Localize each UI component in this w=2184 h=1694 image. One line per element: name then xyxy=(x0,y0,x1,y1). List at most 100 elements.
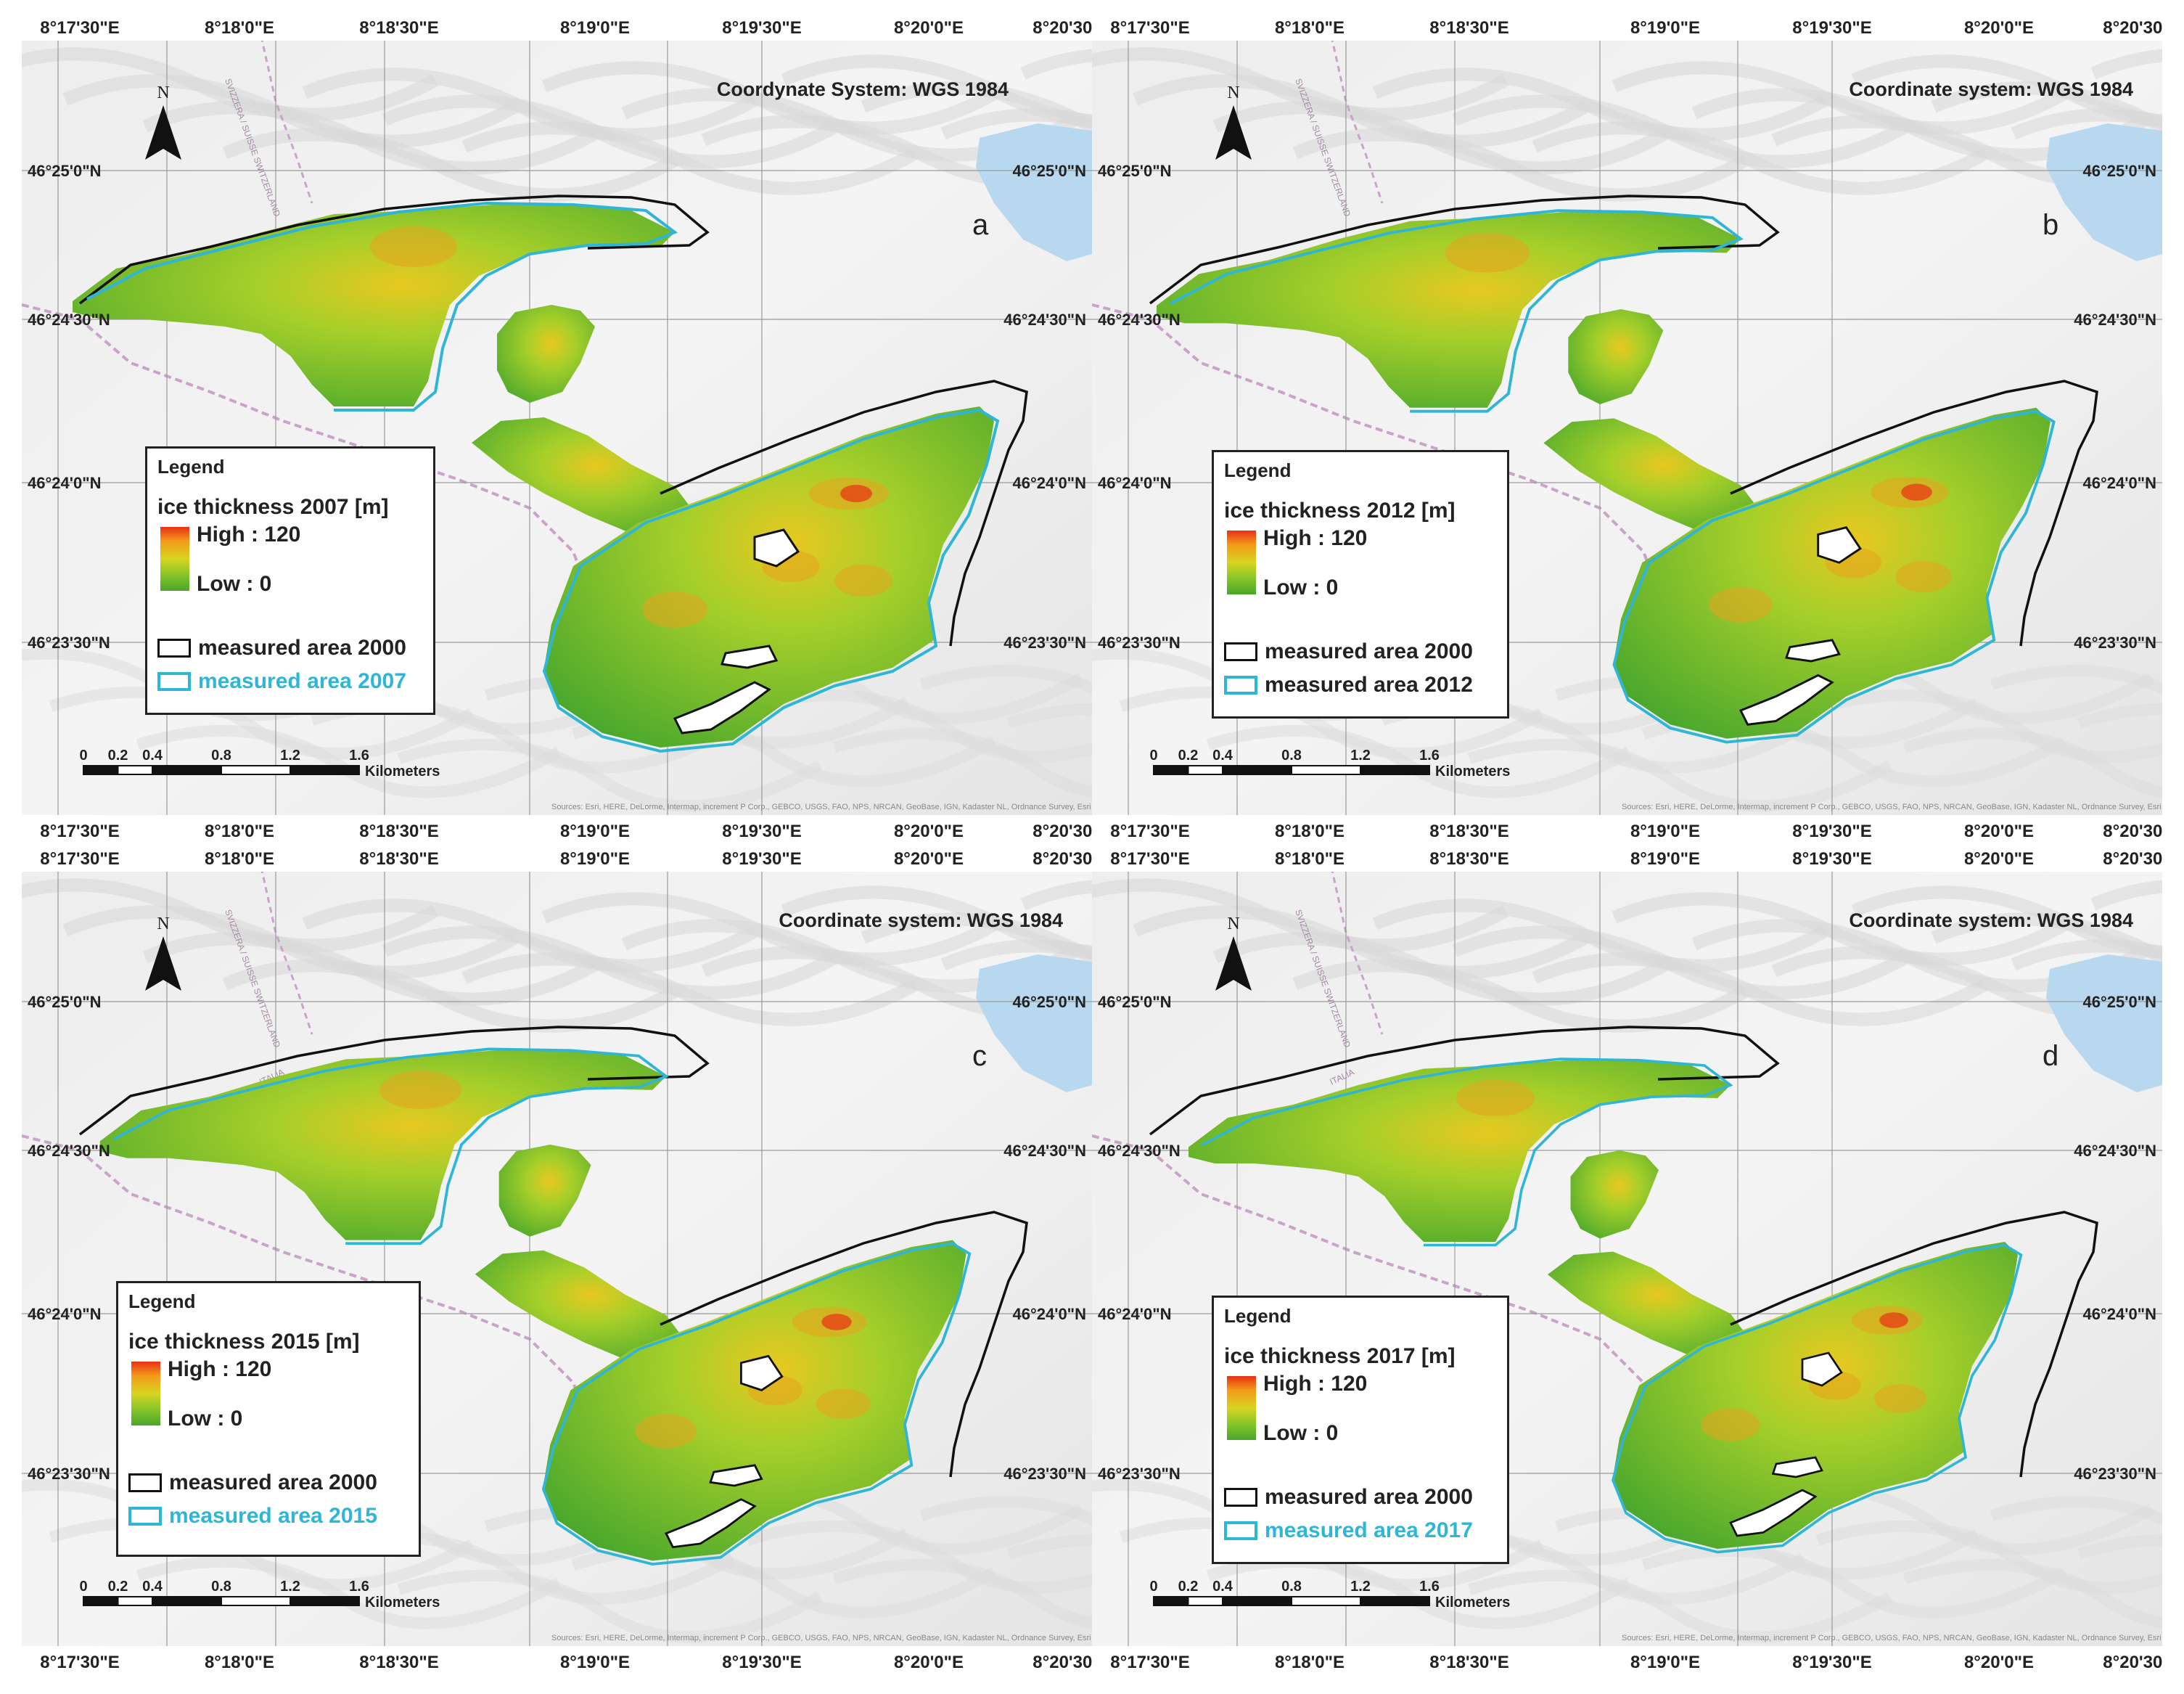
lat-tick-left: 46°24'30"N xyxy=(1098,311,1181,329)
lon-tick-top: 8°19'0"E xyxy=(560,18,630,38)
svg-text:0.2: 0.2 xyxy=(1178,748,1199,764)
lon-tick-bottom: 8°20'0"E xyxy=(1964,822,2034,841)
map-legend: Legend ice thickness 2017 [m] High : 120 Lo… xyxy=(1212,1296,1509,1564)
lon-tick-bottom: 8°20'0"E xyxy=(894,1653,964,1672)
lake xyxy=(976,123,1092,261)
lon-tick-top: 8°17'30"E xyxy=(40,18,119,38)
lon-tick-top: 8°18'0"E xyxy=(205,18,274,38)
lat-tick-left: 46°23'30"N xyxy=(28,634,110,652)
lon-tick-bottom: 8°20'30" xyxy=(2103,1653,2162,1672)
lon-tick-bottom: 8°19'0"E xyxy=(560,822,630,841)
lon-tick-top: 8°20'30" xyxy=(1033,849,1092,869)
attribution-text: Sources: Esri, HERE, DeLorme, Intermap, … xyxy=(1622,803,2162,811)
legend-ramp-title: ice thickness 2012 [m] xyxy=(1224,499,1456,523)
svg-text:0: 0 xyxy=(1149,1579,1157,1595)
lon-tick-bottom: 8°18'30"E xyxy=(1429,822,1508,841)
lon-tick-bottom: 8°19'0"E xyxy=(1630,822,1700,841)
lon-tick-bottom: 8°20'30" xyxy=(2103,822,2162,841)
lon-tick-bottom: 8°18'0"E xyxy=(1275,1653,1345,1672)
lon-tick-bottom: 8°19'30"E xyxy=(1792,1653,1871,1672)
svg-text:N: N xyxy=(157,914,169,933)
svg-text:0.4: 0.4 xyxy=(142,748,163,764)
north-arrow-icon: N xyxy=(145,914,181,991)
attribution-text: Sources: Esri, HERE, DeLorme, Intermap, … xyxy=(551,803,1092,811)
lon-tick-top: 8°19'30"E xyxy=(722,18,801,38)
lon-tick-top: 8°19'30"E xyxy=(722,849,801,869)
lat-tick-left: 46°23'30"N xyxy=(1098,1465,1181,1483)
north-arrow-icon: N xyxy=(145,83,181,160)
lat-tick-left: 46°24'0"N xyxy=(1098,474,1172,492)
svg-text:0.4: 0.4 xyxy=(1212,748,1233,764)
swatch-year xyxy=(128,1507,162,1526)
svg-text:0.2: 0.2 xyxy=(1178,1579,1199,1595)
swatch-year xyxy=(157,672,191,691)
lat-tick-right: 46°24'0"N xyxy=(1012,1305,1086,1323)
map-canvas: SVIZZERA / SUISSE SWITZERLANDITALIA8°17'… xyxy=(1092,846,2162,1677)
lon-tick-top: 8°20'0"E xyxy=(1964,18,2034,38)
svg-text:0.8: 0.8 xyxy=(211,1579,231,1595)
lon-tick-bottom: 8°19'30"E xyxy=(722,1653,801,1672)
panel-label: b xyxy=(2043,209,2059,241)
panel-label: d xyxy=(2043,1040,2059,1072)
svg-text:Kilometers: Kilometers xyxy=(1435,764,1510,780)
lon-tick-top: 8°19'0"E xyxy=(560,849,630,869)
lat-tick-left: 46°24'0"N xyxy=(1098,1305,1172,1323)
lat-tick-right: 46°25'0"N xyxy=(1012,162,1086,180)
lon-tick-top: 8°18'30"E xyxy=(359,849,438,869)
color-ramp xyxy=(131,1362,160,1425)
swatch-year xyxy=(1224,676,1257,695)
svg-text:1.2: 1.2 xyxy=(1350,1579,1371,1595)
legend-high: High : 120 xyxy=(1263,526,1368,550)
lon-tick-top: 8°20'0"E xyxy=(1964,849,2034,869)
lon-tick-top: 8°19'0"E xyxy=(1630,849,1700,869)
svg-text:1.2: 1.2 xyxy=(1350,748,1371,764)
svg-text:N: N xyxy=(157,83,169,102)
ice-thickness-raster xyxy=(99,1050,966,1561)
coordinate-system-label: Coordynate System: WGS 1984 xyxy=(716,78,1009,100)
outline-measured-year xyxy=(86,201,1000,753)
lat-tick-right: 46°23'30"N xyxy=(2074,634,2156,652)
north-arrow-icon: N xyxy=(1215,914,1252,991)
lon-tick-top: 8°20'30" xyxy=(2103,18,2162,38)
svg-text:1.6: 1.6 xyxy=(349,748,369,764)
legend-high: High : 120 xyxy=(168,1357,272,1381)
map-panel-b: SVIZZERA / SUISSE SWITZERLANDITALIA8°17'… xyxy=(1092,15,2162,846)
outline-2000 xyxy=(78,1026,710,1136)
lon-tick-top: 8°17'30"E xyxy=(1110,18,1189,38)
lon-tick-bottom: 8°17'30"E xyxy=(40,1653,119,1672)
svg-text:N: N xyxy=(1227,914,1239,933)
legend-low: Low : 0 xyxy=(197,572,272,596)
lat-tick-right: 46°24'0"N xyxy=(2082,1305,2156,1323)
lat-tick-right: 46°24'30"N xyxy=(2074,1142,2156,1160)
lon-tick-bottom: 8°18'0"E xyxy=(1275,822,1345,841)
lon-tick-bottom: 8°18'30"E xyxy=(359,822,438,841)
lat-tick-right: 46°24'30"N xyxy=(2074,311,2156,329)
swatch-year xyxy=(1224,1521,1257,1540)
attribution-text: Sources: Esri, HERE, DeLorme, Intermap, … xyxy=(1622,1634,2162,1642)
svg-text:N: N xyxy=(1227,83,1239,102)
color-ramp xyxy=(1227,1376,1256,1440)
lon-tick-top: 8°20'0"E xyxy=(894,18,964,38)
svg-text:0: 0 xyxy=(79,748,87,764)
svg-text:0.2: 0.2 xyxy=(108,748,128,764)
legend-ramp-title: ice thickness 2015 [m] xyxy=(128,1330,360,1354)
outline-2000 xyxy=(78,195,710,305)
lon-tick-top: 8°19'0"E xyxy=(1630,18,1700,38)
panel-label: c xyxy=(972,1040,987,1072)
lon-tick-bottom: 8°18'30"E xyxy=(1429,1653,1508,1672)
lat-tick-right: 46°25'0"N xyxy=(1012,993,1086,1011)
svg-text:1.6: 1.6 xyxy=(1419,1579,1440,1595)
svg-text:0: 0 xyxy=(79,1579,87,1595)
legend-area-year: measured area 2017 xyxy=(1265,1518,1473,1542)
lon-tick-top: 8°18'30"E xyxy=(359,18,438,38)
north-arrow-icon: N xyxy=(1215,83,1252,160)
lon-tick-bottom: 8°18'0"E xyxy=(205,1653,274,1672)
color-ramp xyxy=(160,527,189,591)
lon-tick-bottom: 8°17'30"E xyxy=(1110,1653,1189,1672)
legend-area-year: measured area 2012 xyxy=(1265,673,1473,697)
legend-low: Low : 0 xyxy=(1263,576,1339,600)
lon-tick-top: 8°18'0"E xyxy=(205,849,274,869)
legend-title: Legend xyxy=(157,456,225,478)
